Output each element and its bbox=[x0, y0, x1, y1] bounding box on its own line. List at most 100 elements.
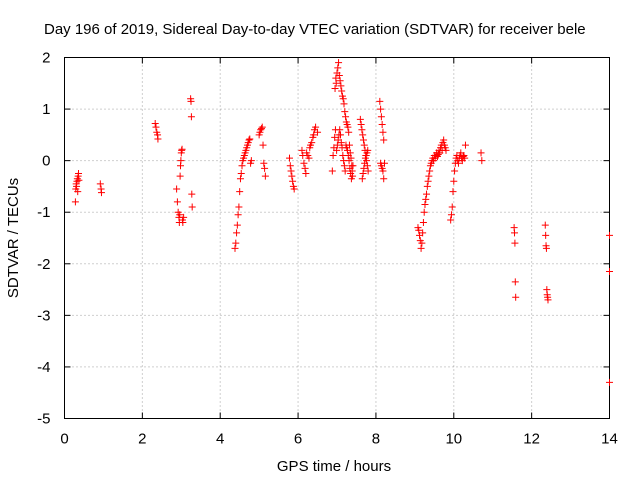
data-point-marker bbox=[236, 175, 244, 183]
data-point-marker bbox=[359, 131, 367, 139]
data-point-marker bbox=[310, 131, 318, 139]
y-axis-label: SDTVAR / TECUs bbox=[5, 178, 22, 298]
data-point-marker bbox=[379, 167, 387, 175]
data-point-marker bbox=[245, 136, 253, 144]
data-point-marker bbox=[305, 154, 313, 162]
data-point-marker bbox=[450, 177, 458, 185]
data-point-marker bbox=[337, 82, 345, 90]
data-point-marker bbox=[377, 113, 385, 121]
data-point-marker bbox=[349, 162, 357, 170]
data-point-marker bbox=[511, 278, 519, 286]
data-point-marker bbox=[337, 139, 345, 147]
data-point-marker bbox=[178, 145, 186, 153]
y-tick-label: -2 bbox=[37, 256, 50, 273]
x-tick-label: 2 bbox=[138, 431, 146, 448]
data-point-marker bbox=[259, 141, 267, 149]
data-point-marker bbox=[173, 198, 181, 206]
x-tick-label: 12 bbox=[523, 431, 540, 448]
data-point-marker bbox=[75, 176, 83, 184]
data-point-marker bbox=[440, 136, 448, 144]
data-point-marker bbox=[286, 162, 294, 170]
data-point-marker bbox=[260, 159, 268, 167]
data-point-marker bbox=[424, 177, 432, 185]
data-point-marker bbox=[380, 136, 388, 144]
data-point-marker bbox=[237, 170, 245, 178]
data-point-marker bbox=[420, 208, 428, 216]
data-point-marker bbox=[356, 115, 364, 123]
data-point-marker bbox=[301, 164, 309, 172]
data-point-marker bbox=[71, 198, 79, 206]
data-point-marker bbox=[347, 175, 355, 183]
data-point-marker bbox=[344, 123, 352, 131]
data-point-marker bbox=[236, 188, 244, 196]
data-point-marker bbox=[461, 141, 469, 149]
data-point-marker bbox=[187, 97, 195, 105]
data-point-marker bbox=[511, 229, 519, 237]
x-tick-label: 14 bbox=[601, 431, 618, 448]
data-point-marker bbox=[336, 77, 344, 85]
data-point-marker bbox=[345, 157, 353, 165]
data-point-marker bbox=[364, 146, 372, 154]
data-point-marker bbox=[511, 239, 519, 247]
data-point-marker bbox=[333, 141, 341, 149]
y-tick-label: 1 bbox=[42, 101, 50, 118]
data-point-marker bbox=[377, 105, 385, 113]
data-point-marker bbox=[447, 216, 455, 224]
data-point-marker bbox=[459, 153, 467, 161]
y-tick-label: 2 bbox=[42, 50, 50, 67]
data-point-marker bbox=[300, 159, 308, 167]
x-tick-label: 10 bbox=[445, 431, 462, 448]
data-point-marker bbox=[257, 125, 265, 133]
data-points bbox=[71, 59, 613, 386]
data-point-marker bbox=[335, 59, 343, 67]
data-point-marker bbox=[233, 221, 241, 229]
data-point-marker bbox=[378, 121, 386, 129]
data-point-marker bbox=[331, 84, 339, 92]
data-point-marker bbox=[606, 378, 613, 386]
data-point-marker bbox=[359, 136, 367, 144]
data-point-marker bbox=[364, 167, 372, 175]
data-point-marker bbox=[298, 146, 306, 154]
data-point-marker bbox=[340, 100, 348, 108]
data-point-marker bbox=[286, 154, 294, 162]
data-point-marker bbox=[418, 239, 426, 247]
data-point-marker bbox=[176, 211, 184, 219]
data-point-marker bbox=[337, 131, 345, 139]
data-point-marker bbox=[379, 128, 387, 136]
data-point-marker bbox=[415, 226, 423, 234]
data-point-marker bbox=[454, 159, 462, 167]
data-point-marker bbox=[380, 159, 388, 167]
data-point-marker bbox=[342, 113, 350, 121]
data-point-marker bbox=[97, 189, 105, 197]
data-point-marker bbox=[231, 244, 239, 252]
y-tick-label: -5 bbox=[37, 411, 50, 428]
data-point-marker bbox=[606, 268, 613, 276]
data-point-marker bbox=[419, 219, 427, 227]
data-point-marker bbox=[421, 200, 429, 208]
x-axis-label: GPS time / hours bbox=[277, 458, 391, 475]
data-point-marker bbox=[261, 164, 269, 172]
data-point-marker bbox=[542, 244, 550, 252]
data-point-marker bbox=[606, 231, 613, 239]
data-point-marker bbox=[290, 185, 298, 193]
data-point-marker bbox=[302, 170, 310, 178]
x-tick-label: 8 bbox=[372, 431, 380, 448]
data-point-marker bbox=[234, 211, 242, 219]
data-point-marker bbox=[348, 167, 356, 175]
data-point-marker bbox=[152, 123, 160, 131]
data-point-marker bbox=[188, 190, 196, 198]
data-point-marker bbox=[177, 157, 185, 165]
y-tick-label: 0 bbox=[42, 153, 50, 170]
data-point-marker bbox=[331, 133, 339, 141]
data-point-marker bbox=[154, 135, 162, 143]
data-point-marker bbox=[75, 170, 83, 178]
data-point-marker bbox=[512, 293, 520, 301]
data-point-marker bbox=[442, 146, 450, 154]
data-point-marker bbox=[335, 72, 343, 80]
data-point-marker bbox=[344, 151, 352, 159]
data-point-marker bbox=[434, 150, 442, 158]
data-point-marker bbox=[261, 172, 269, 180]
y-tick-label: -4 bbox=[37, 359, 50, 376]
data-point-marker bbox=[426, 167, 434, 175]
